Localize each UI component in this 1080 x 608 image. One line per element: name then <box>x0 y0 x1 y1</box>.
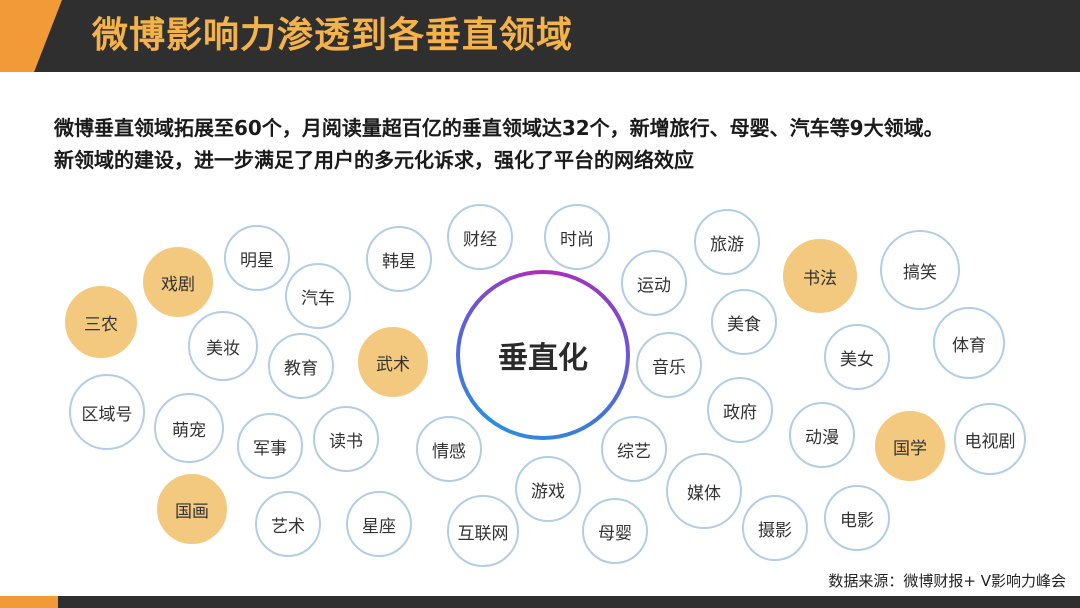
domain-bubble: 国画 <box>157 474 227 544</box>
footer-accent <box>0 596 58 608</box>
domain-bubble: 音乐 <box>636 332 702 398</box>
domain-bubble: 三农 <box>65 286 137 358</box>
domain-bubble: 书法 <box>783 239 857 313</box>
domain-bubble-label: 区域号 <box>81 404 133 425</box>
domain-bubble-label: 汽车 <box>301 288 335 309</box>
footer-bar <box>0 596 1080 608</box>
domain-bubble-label: 明星 <box>240 250 274 271</box>
domain-bubble: 财经 <box>447 204 513 270</box>
domain-bubble: 美食 <box>711 289 777 355</box>
summary-text: 微博垂直领域拓展至60个，月阅读量超百亿的垂直领域达32个，新增旅行、母婴、汽车… <box>54 112 1064 176</box>
domain-bubble: 明星 <box>224 225 290 291</box>
domain-bubble: 汽车 <box>285 263 351 329</box>
domain-bubble: 电影 <box>824 485 890 551</box>
domain-bubble: 互联网 <box>447 495 519 567</box>
domain-bubble-label: 财经 <box>463 229 497 250</box>
domain-bubble-label: 运动 <box>637 275 671 296</box>
domain-bubble-label: 游戏 <box>531 481 565 502</box>
domain-bubble: 萌宠 <box>154 393 224 463</box>
domain-bubble: 教育 <box>268 333 334 399</box>
domain-bubble-label: 美食 <box>727 314 761 335</box>
domain-bubble-label: 戏剧 <box>161 274 195 295</box>
domain-bubble-label: 美女 <box>840 349 874 370</box>
domain-bubble: 动漫 <box>789 402 855 468</box>
domain-bubble: 电视剧 <box>954 403 1026 475</box>
domain-bubble-label: 互联网 <box>457 523 509 544</box>
domain-bubble: 国学 <box>875 411 945 481</box>
domain-bubble-label: 媒体 <box>687 483 721 504</box>
domain-bubble-label: 综艺 <box>617 441 651 462</box>
domain-bubble: 摄影 <box>742 495 808 561</box>
domain-bubble-label: 音乐 <box>652 357 686 378</box>
domain-bubble-label: 体育 <box>952 335 986 356</box>
domain-bubble-label: 电视剧 <box>964 431 1016 452</box>
domain-bubble-label: 星座 <box>362 516 396 537</box>
summary-line-1: 微博垂直领域拓展至60个，月阅读量超百亿的垂直领域达32个，新增旅行、母婴、汽车… <box>54 116 944 140</box>
domain-bubble: 读书 <box>313 406 379 472</box>
domain-bubble: 母婴 <box>582 498 648 564</box>
domain-bubble: 武术 <box>358 327 428 397</box>
domain-bubble: 艺术 <box>255 491 321 557</box>
domain-bubble-label: 摄影 <box>758 520 792 541</box>
domain-bubble: 韩星 <box>366 226 432 292</box>
domain-bubble: 搞笑 <box>880 230 960 310</box>
domain-bubble-label: 三农 <box>84 314 118 335</box>
domain-bubble: 游戏 <box>515 456 581 522</box>
domain-bubble: 时尚 <box>544 204 610 270</box>
domain-bubble-label: 情感 <box>432 441 466 462</box>
domain-bubble: 美妆 <box>188 311 258 381</box>
domain-bubble: 区域号 <box>69 374 145 450</box>
center-label: 垂直化 <box>460 274 626 436</box>
summary-line-2: 新领域的建设，进一步满足了用户的多元化诉求，强化了平台的网络效应 <box>54 148 694 172</box>
domain-bubble-label: 旅游 <box>710 234 744 255</box>
domain-bubble-label: 韩星 <box>382 251 416 272</box>
domain-bubble: 情感 <box>416 416 482 482</box>
domain-bubble-label: 电影 <box>840 510 874 531</box>
data-source: 数据来源：微博财报+ V影响力峰会 <box>828 572 1066 590</box>
center-ring: 垂直化 <box>456 270 630 440</box>
domain-bubble: 美女 <box>824 324 890 390</box>
title-bar <box>0 0 1080 72</box>
domain-bubble-label: 搞笑 <box>903 262 937 283</box>
page-title: 微博影响力渗透到各垂直领域 <box>92 15 574 56</box>
domain-bubble: 体育 <box>933 307 1005 379</box>
domain-bubble-label: 母婴 <box>598 523 632 544</box>
domain-bubble-label: 国画 <box>175 501 209 522</box>
domain-bubble: 媒体 <box>666 453 742 529</box>
domain-bubble: 星座 <box>346 491 412 557</box>
domain-bubble-label: 动漫 <box>805 427 839 448</box>
domain-bubble-label: 时尚 <box>560 229 594 250</box>
domain-bubble: 旅游 <box>694 209 760 275</box>
domain-bubble: 综艺 <box>601 416 667 482</box>
domain-bubble: 政府 <box>707 377 773 443</box>
domain-bubble-label: 教育 <box>284 358 318 379</box>
domain-bubble-label: 美妆 <box>206 338 240 359</box>
domain-bubble: 军事 <box>237 413 303 479</box>
domain-bubble-label: 武术 <box>376 354 410 375</box>
domain-bubble-label: 萌宠 <box>172 420 206 441</box>
domain-bubble-label: 军事 <box>253 438 287 459</box>
domain-bubble-label: 读书 <box>329 431 363 452</box>
domain-bubble-label: 政府 <box>723 402 757 423</box>
domain-bubble-label: 国学 <box>893 438 927 459</box>
domain-bubble-label: 书法 <box>803 268 837 289</box>
domain-bubble: 运动 <box>621 250 687 316</box>
domain-bubble-label: 艺术 <box>271 516 305 537</box>
domain-bubble: 戏剧 <box>143 247 213 317</box>
